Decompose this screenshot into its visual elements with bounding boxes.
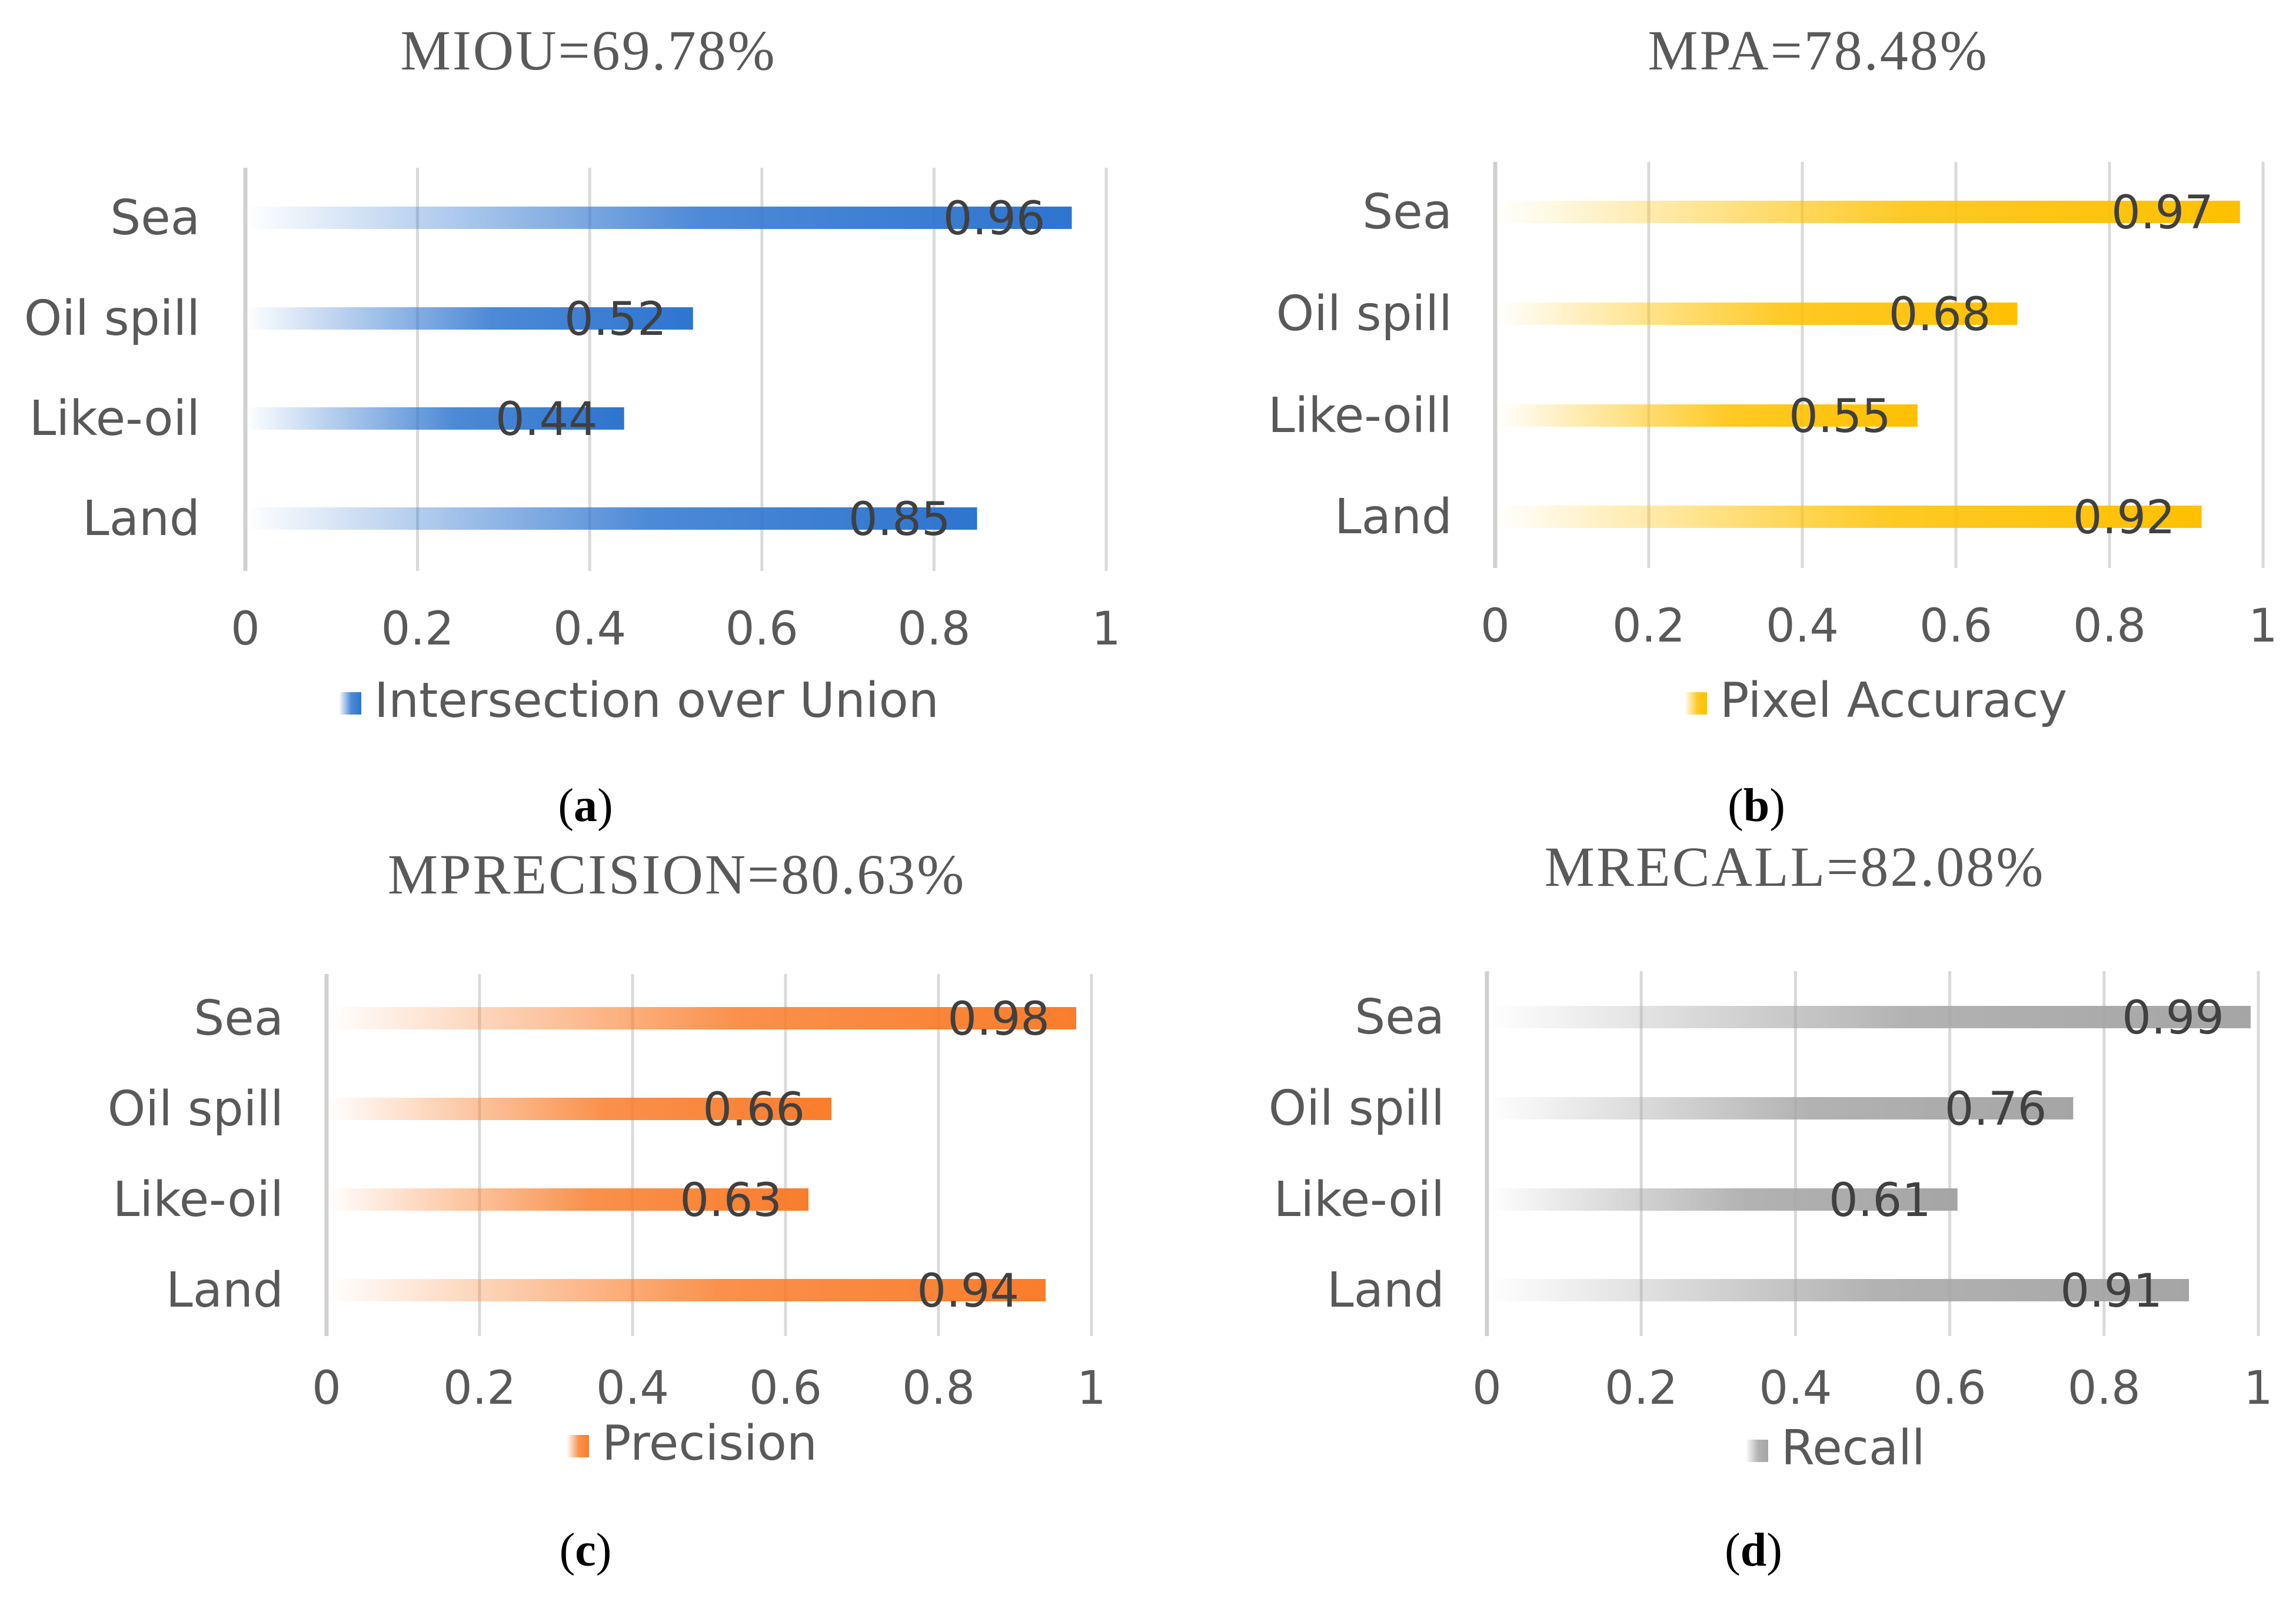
x-tick-label: 1 bbox=[1092, 603, 1121, 656]
data-label: 0.52 bbox=[564, 293, 667, 346]
data-label: 0.96 bbox=[943, 192, 1046, 245]
panel-caption: (d) bbox=[1725, 1524, 1782, 1576]
chart-panel-c: MPRECISION=80.63% 0 0.2 0.4 0.6 0.8 1 Sea 0.98 Oi… bbox=[108, 843, 1106, 1576]
data-label: 0.85 bbox=[848, 493, 951, 546]
bar bbox=[1487, 1188, 1958, 1211]
x-tick-label: 0 bbox=[1480, 600, 1510, 653]
bar bbox=[327, 1279, 1046, 1301]
bar bbox=[245, 407, 624, 430]
x-tick-label: 0.6 bbox=[1914, 1362, 1986, 1415]
legend-swatch bbox=[567, 1435, 589, 1457]
data-label: 0.63 bbox=[680, 1174, 782, 1227]
bar bbox=[1495, 303, 2018, 325]
bar bbox=[245, 207, 1072, 229]
x-tick-label: 0.6 bbox=[749, 1362, 822, 1415]
data-label: 0.76 bbox=[1945, 1083, 2047, 1136]
legend-swatch bbox=[1685, 692, 1707, 715]
legend-label: Recall bbox=[1781, 1420, 1925, 1476]
legend-label: Pixel Accuracy bbox=[1720, 673, 2067, 729]
x-tick-label: 0.4 bbox=[596, 1362, 669, 1415]
chart-panel-a: MIOU=69.78% 0 0.2 0.4 0.6 0.8 1 Sea 0.96 Oil spil… bbox=[24, 19, 1121, 832]
legend-label: Intersection over Union bbox=[374, 673, 939, 729]
legend: Pixel Accuracy bbox=[1685, 673, 2067, 729]
x-tick-label: 0 bbox=[1472, 1362, 1502, 1415]
x-tick-label: 0.4 bbox=[1759, 1362, 1832, 1415]
data-label: 0.44 bbox=[495, 393, 598, 446]
x-tick-label: 0.6 bbox=[726, 603, 798, 656]
category-label: Oil spill bbox=[1276, 286, 1452, 342]
x-tick-label: 1 bbox=[2248, 600, 2278, 653]
x-tick-label: 0.2 bbox=[443, 1362, 516, 1415]
bar bbox=[1495, 201, 2240, 223]
panel-caption: (a) bbox=[558, 780, 613, 832]
x-tick-label: 0.2 bbox=[1612, 600, 1685, 653]
x-tick-label: 0.8 bbox=[897, 603, 970, 656]
data-label: 0.55 bbox=[1789, 390, 1891, 443]
category-label: Oil spill bbox=[1269, 1081, 1445, 1137]
bar bbox=[1495, 506, 2202, 528]
data-label: 0.98 bbox=[947, 993, 1050, 1046]
category-label: Oil spill bbox=[24, 291, 200, 347]
category-label: Like-oill bbox=[1268, 388, 1452, 444]
category-label: Land bbox=[82, 491, 200, 547]
category-label: Like-oil bbox=[29, 391, 200, 447]
category-label: Sea bbox=[1362, 184, 1452, 240]
category-label: Sea bbox=[110, 190, 200, 246]
legend: Recall bbox=[1746, 1420, 1925, 1476]
legend-label: Precision bbox=[602, 1416, 817, 1471]
bar bbox=[327, 1098, 831, 1120]
chart-title: MPA=78.48% bbox=[1648, 19, 1988, 82]
chart-title: MPRECISION=80.63% bbox=[388, 843, 966, 906]
data-label: 0.91 bbox=[2060, 1265, 2162, 1318]
panel-caption: (c) bbox=[560, 1524, 612, 1576]
legend: Intersection over Union bbox=[339, 673, 939, 729]
data-label: 0.97 bbox=[2111, 187, 2214, 240]
x-tick-label: 0.8 bbox=[2068, 1362, 2141, 1415]
x-tick-label: 0.8 bbox=[2073, 600, 2146, 653]
bar bbox=[1487, 1006, 2251, 1028]
chart-panel-b: MPA=78.48% 0 0.2 0.4 0.6 0.8 1 Sea 0.97 Oil spill… bbox=[1268, 19, 2278, 832]
bar bbox=[245, 507, 977, 530]
chart-title: MRECALL=82.08% bbox=[1545, 835, 2045, 898]
x-tick-label: 0.2 bbox=[1605, 1362, 1678, 1415]
data-label: 0.68 bbox=[1889, 288, 1991, 341]
panel-caption: (b) bbox=[1728, 780, 1785, 832]
bar bbox=[327, 1007, 1076, 1029]
data-label: 0.61 bbox=[1829, 1174, 1931, 1227]
x-tick-label: 0 bbox=[312, 1362, 341, 1415]
bar bbox=[245, 307, 693, 330]
category-label: Land bbox=[1335, 489, 1452, 545]
data-label: 0.94 bbox=[917, 1265, 1019, 1318]
bar bbox=[327, 1188, 808, 1211]
category-label: Sea bbox=[194, 991, 284, 1046]
category-label: Oil spill bbox=[108, 1081, 284, 1137]
chart-title: MIOU=69.78% bbox=[400, 19, 776, 82]
legend: Precision bbox=[567, 1416, 817, 1471]
category-label: Land bbox=[1327, 1263, 1445, 1318]
category-label: Like-oil bbox=[113, 1172, 284, 1228]
x-tick-label: 0.4 bbox=[1766, 600, 1839, 653]
chart-panel-d: MRECALL=82.08% 0 0.2 0.4 0.6 0.8 1 Sea 0.99 Oil s… bbox=[1269, 835, 2273, 1576]
x-tick-label: 0.2 bbox=[381, 603, 454, 656]
category-label: Land bbox=[166, 1263, 284, 1318]
category-label: Like-oil bbox=[1274, 1172, 1445, 1228]
data-label: 0.99 bbox=[2122, 992, 2224, 1045]
x-tick-label: 0.8 bbox=[902, 1362, 975, 1415]
legend-swatch bbox=[1746, 1440, 1768, 1462]
x-tick-label: 0.6 bbox=[1919, 600, 1992, 653]
category-label: Sea bbox=[1355, 989, 1445, 1045]
x-tick-label: 1 bbox=[2244, 1362, 2273, 1415]
x-tick-label: 0 bbox=[231, 603, 260, 656]
x-tick-label: 0.4 bbox=[553, 603, 626, 656]
data-label: 0.92 bbox=[2073, 491, 2175, 544]
legend-swatch bbox=[339, 692, 361, 715]
bar bbox=[1495, 404, 1918, 427]
bar bbox=[1487, 1097, 2074, 1119]
bar bbox=[1487, 1279, 2189, 1301]
data-label: 0.66 bbox=[703, 1084, 805, 1137]
x-tick-label: 1 bbox=[1077, 1362, 1106, 1415]
